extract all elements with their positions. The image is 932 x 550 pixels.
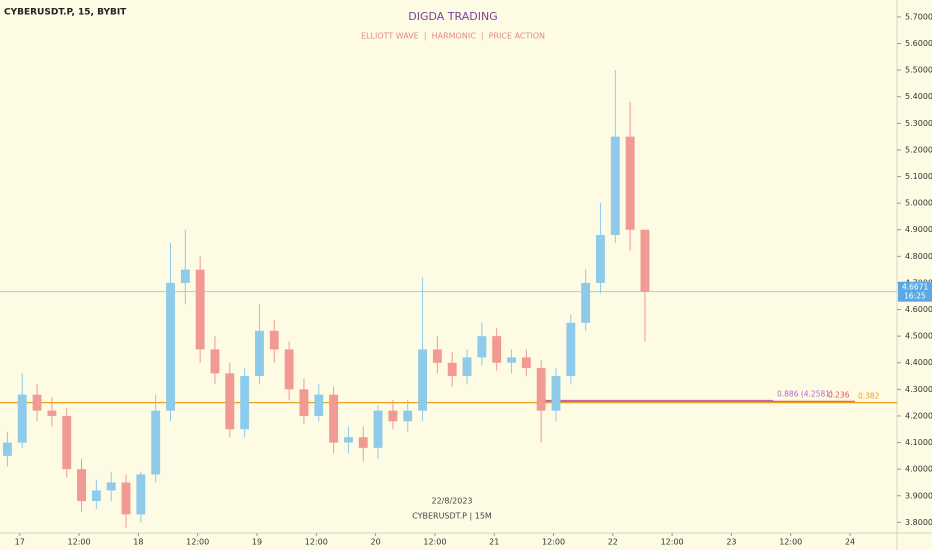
fib-level-label: 0.236 bbox=[828, 390, 850, 399]
candle-body bbox=[166, 282, 175, 411]
candle-body bbox=[358, 437, 368, 448]
y-tick-label: 4.6000 bbox=[905, 305, 932, 314]
candle-body bbox=[447, 362, 457, 377]
candle-body bbox=[418, 349, 428, 411]
x-tick-label: 23 bbox=[726, 538, 736, 547]
candle-body bbox=[521, 357, 531, 369]
candle-body bbox=[195, 269, 205, 350]
y-tick-label: 3.8000 bbox=[905, 518, 932, 527]
candle-body bbox=[373, 410, 383, 448]
y-tick-label: 5.7000 bbox=[905, 12, 932, 21]
candle-body bbox=[32, 394, 42, 411]
candle-body bbox=[343, 437, 353, 443]
candle-body bbox=[462, 357, 472, 377]
y-tick-label: 5.6000 bbox=[905, 39, 932, 48]
candle-body bbox=[91, 490, 101, 502]
candle-body bbox=[269, 330, 279, 350]
x-tick-label: 17 bbox=[15, 538, 25, 547]
candle-body bbox=[240, 376, 250, 430]
x-tick-label: 22 bbox=[608, 538, 618, 547]
x-tick-label: 12:00 bbox=[661, 538, 684, 547]
x-tick-label: 12:00 bbox=[542, 538, 565, 547]
candle-body bbox=[581, 282, 591, 323]
candle-body bbox=[507, 357, 516, 363]
y-tick-label: 4.2000 bbox=[905, 411, 932, 420]
watermark-symbol: CYBERUSDT.P | 15M bbox=[412, 512, 492, 521]
x-tick-label: 12:00 bbox=[779, 538, 802, 547]
x-tick-label: 24 bbox=[845, 538, 855, 547]
candle-body bbox=[477, 336, 487, 358]
y-tick-label: 4.5000 bbox=[905, 332, 932, 341]
fib-level-label: 0.886 (4.2581) bbox=[777, 389, 833, 398]
y-tick-label: 5.1000 bbox=[905, 172, 932, 181]
y-tick-label: 4.8000 bbox=[905, 252, 932, 261]
y-tick-label: 5.4000 bbox=[905, 92, 932, 101]
x-tick-label: 12:00 bbox=[305, 538, 328, 547]
candle-body bbox=[432, 349, 442, 363]
watermark-date: 22/8/2023 bbox=[431, 497, 472, 506]
candle-body bbox=[388, 410, 398, 422]
candle-body bbox=[551, 376, 561, 411]
candle-body bbox=[225, 373, 235, 430]
candle-body bbox=[314, 394, 324, 416]
candle-body bbox=[566, 322, 576, 377]
y-tick-label: 5.0000 bbox=[905, 199, 932, 208]
chart-subtitle: ELLIOTT WAVE | HARMONIC | PRICE ACTION bbox=[361, 32, 545, 41]
y-tick-label: 4.4000 bbox=[905, 358, 932, 367]
last-time-label: 16:25 bbox=[904, 292, 926, 301]
candle-body bbox=[17, 394, 27, 443]
candle-body bbox=[62, 415, 72, 470]
candle-body bbox=[536, 368, 546, 411]
candle-body bbox=[329, 394, 339, 443]
candle-body bbox=[610, 136, 620, 236]
last-price-label: 4.6671 bbox=[902, 283, 928, 292]
candle-body bbox=[596, 235, 605, 283]
y-tick-label: 4.9000 bbox=[905, 225, 932, 234]
candle-body bbox=[180, 269, 190, 283]
candle-body bbox=[136, 474, 146, 515]
candle-body bbox=[47, 410, 57, 416]
candle-body bbox=[121, 482, 131, 515]
last-price-box bbox=[898, 281, 932, 302]
candle-body bbox=[640, 229, 650, 292]
candle-body bbox=[625, 136, 635, 230]
x-tick-label: 21 bbox=[489, 538, 499, 547]
y-tick-label: 5.5000 bbox=[905, 66, 932, 75]
x-tick-label: 12:00 bbox=[68, 538, 91, 547]
candle-body bbox=[210, 349, 220, 374]
x-tick-label: 20 bbox=[371, 538, 381, 547]
y-tick-label: 5.3000 bbox=[905, 119, 932, 128]
candle-body bbox=[284, 349, 294, 390]
candle-body bbox=[77, 469, 86, 502]
candle-body bbox=[255, 330, 264, 377]
x-tick-label: 12:00 bbox=[186, 538, 209, 547]
symbol-label: CYBERUSDT.P, 15, BYBIT bbox=[4, 8, 127, 18]
candle-body bbox=[299, 389, 309, 416]
y-tick-label: 4.1000 bbox=[905, 438, 932, 447]
x-tick-label: 19 bbox=[252, 538, 262, 547]
candle-body bbox=[492, 336, 502, 363]
candle-body bbox=[403, 410, 413, 422]
candle-body bbox=[106, 482, 116, 491]
y-tick-label: 5.2000 bbox=[905, 145, 932, 154]
fib-level-label: 0.382 bbox=[858, 392, 880, 401]
candle-body bbox=[151, 410, 161, 475]
chart-title: DIGDA TRADING bbox=[408, 10, 497, 23]
y-tick-label: 4.3000 bbox=[905, 385, 932, 394]
y-tick-label: 3.9000 bbox=[905, 491, 932, 500]
x-tick-label: 18 bbox=[133, 538, 143, 547]
candle-body bbox=[2, 442, 12, 456]
y-tick-label: 4.0000 bbox=[905, 465, 932, 474]
x-tick-label: 12:00 bbox=[423, 538, 446, 547]
